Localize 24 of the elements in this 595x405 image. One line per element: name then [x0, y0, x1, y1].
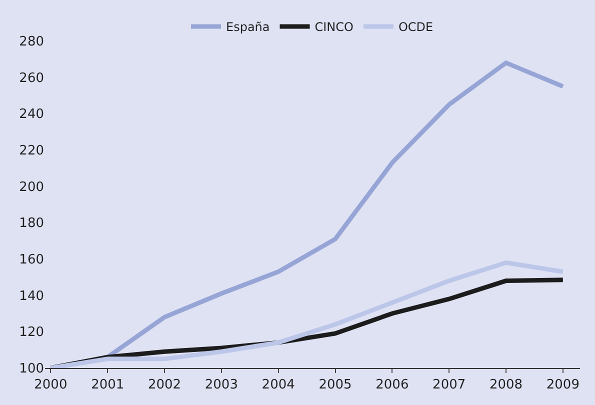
y-tick-label: 180 [19, 216, 44, 232]
x-tick-label: 2002 [148, 378, 182, 393]
x-tick-label: 2008 [489, 378, 523, 393]
x-tick-label: 2006 [376, 378, 409, 393]
x-tick-label: 2007 [432, 378, 466, 393]
y-tick-label: 120 [19, 325, 44, 340]
y-tick-label: 280 [19, 34, 44, 50]
y-tick-label: 260 [19, 70, 44, 86]
y-tick-label: 100 [19, 362, 44, 377]
x-tick-label: 2004 [262, 378, 295, 393]
y-tick-label: 240 [19, 107, 44, 122]
y-tick-label: 140 [19, 288, 44, 304]
x-tick-label: 2003 [204, 378, 238, 393]
x-tick-label: 2000 [34, 378, 68, 393]
legend-label: España [226, 20, 270, 34]
x-tick-label: 2005 [318, 378, 352, 393]
x-tick-label: 2009 [546, 378, 580, 393]
x-tick-label: 2001 [91, 378, 124, 393]
y-tick-label: 160 [19, 252, 44, 268]
line-series [48, 260, 566, 368]
y-tick-label: 220 [19, 144, 44, 159]
legend-label: CINCO [314, 20, 354, 34]
y-tick-label: 200 [19, 180, 44, 195]
legend-label: OCDE [398, 20, 434, 34]
